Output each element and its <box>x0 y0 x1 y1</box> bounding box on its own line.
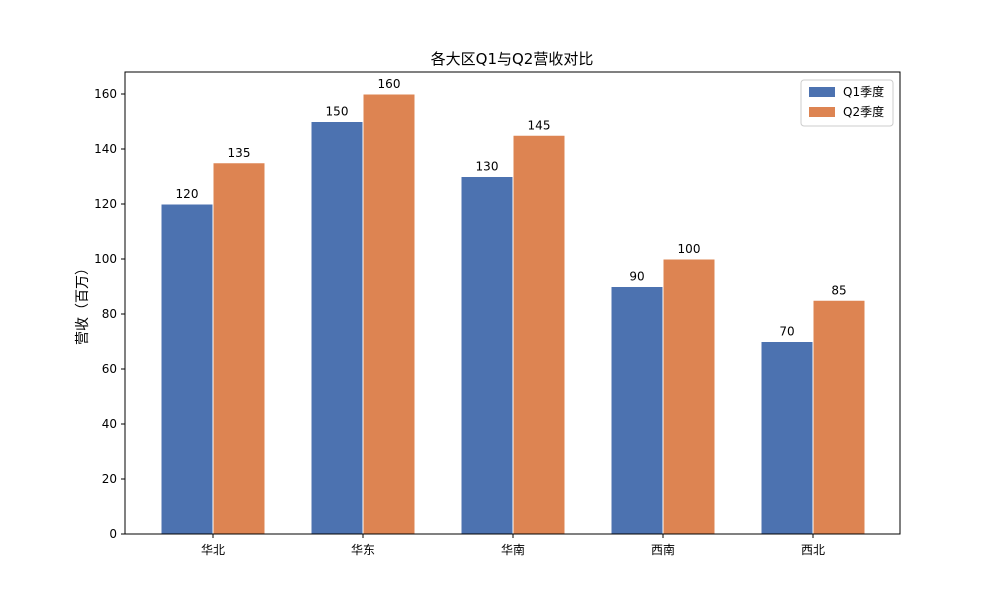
bar-2-5 <box>812 299 866 535</box>
chart-title: 各大区Q1与Q2营收对比 <box>431 50 594 68</box>
y-tick-label: 80 <box>102 307 117 321</box>
data-label: 130 <box>476 160 499 174</box>
data-label: 90 <box>629 270 644 284</box>
bars-layer <box>160 93 866 535</box>
bar-1-5 <box>760 341 814 535</box>
legend: Q1季度 Q2季度 <box>800 79 894 127</box>
data-label: 85 <box>831 283 846 297</box>
plot-frame <box>124 71 901 535</box>
data-label: 160 <box>378 77 401 91</box>
legend-swatch <box>809 107 835 117</box>
y-tick-label: 60 <box>102 362 117 376</box>
y-tick-label: 140 <box>94 142 117 156</box>
bar-2-4 <box>662 258 716 535</box>
x-tick-label: 西南 <box>651 542 675 557</box>
y-tick-label: 100 <box>94 252 117 266</box>
y-tick-label: 40 <box>102 417 117 431</box>
x-tick-label: 华东 <box>351 543 375 557</box>
y-tick-label: 20 <box>102 472 117 486</box>
bar-2-3 <box>512 134 566 535</box>
data-labels-layer: 120 135 150 160 130 145 90 100 70 85 <box>176 77 847 339</box>
bar-1-2 <box>310 121 364 535</box>
data-label: 100 <box>678 242 701 256</box>
x-tick-label: 华北 <box>201 543 225 557</box>
data-label: 145 <box>528 118 551 132</box>
data-label: 150 <box>326 105 349 119</box>
bar-2-1 <box>212 162 266 535</box>
x-axis: 华北 华东 华南 西南 西北 <box>201 534 825 557</box>
y-axis: 0 20 40 60 80 100 120 140 160 <box>94 87 125 541</box>
legend-swatch <box>809 87 835 97</box>
bar-1-3 <box>460 176 514 535</box>
legend-label: Q1季度 <box>843 84 884 99</box>
y-tick-label: 160 <box>94 87 117 101</box>
y-axis-title: 营收（百万） <box>75 261 91 345</box>
x-tick-label: 华南 <box>501 542 525 557</box>
y-tick-label: 120 <box>94 197 117 211</box>
data-label: 70 <box>779 325 794 339</box>
y-tick-label: 0 <box>109 527 117 541</box>
bar-2-2 <box>362 93 416 535</box>
bar-1-4 <box>610 286 664 535</box>
legend-label: Q2季度 <box>843 104 884 119</box>
x-tick-label: 西北 <box>801 543 825 557</box>
bar-1-1 <box>160 203 214 535</box>
data-label: 120 <box>176 187 199 201</box>
data-label: 135 <box>228 146 251 160</box>
